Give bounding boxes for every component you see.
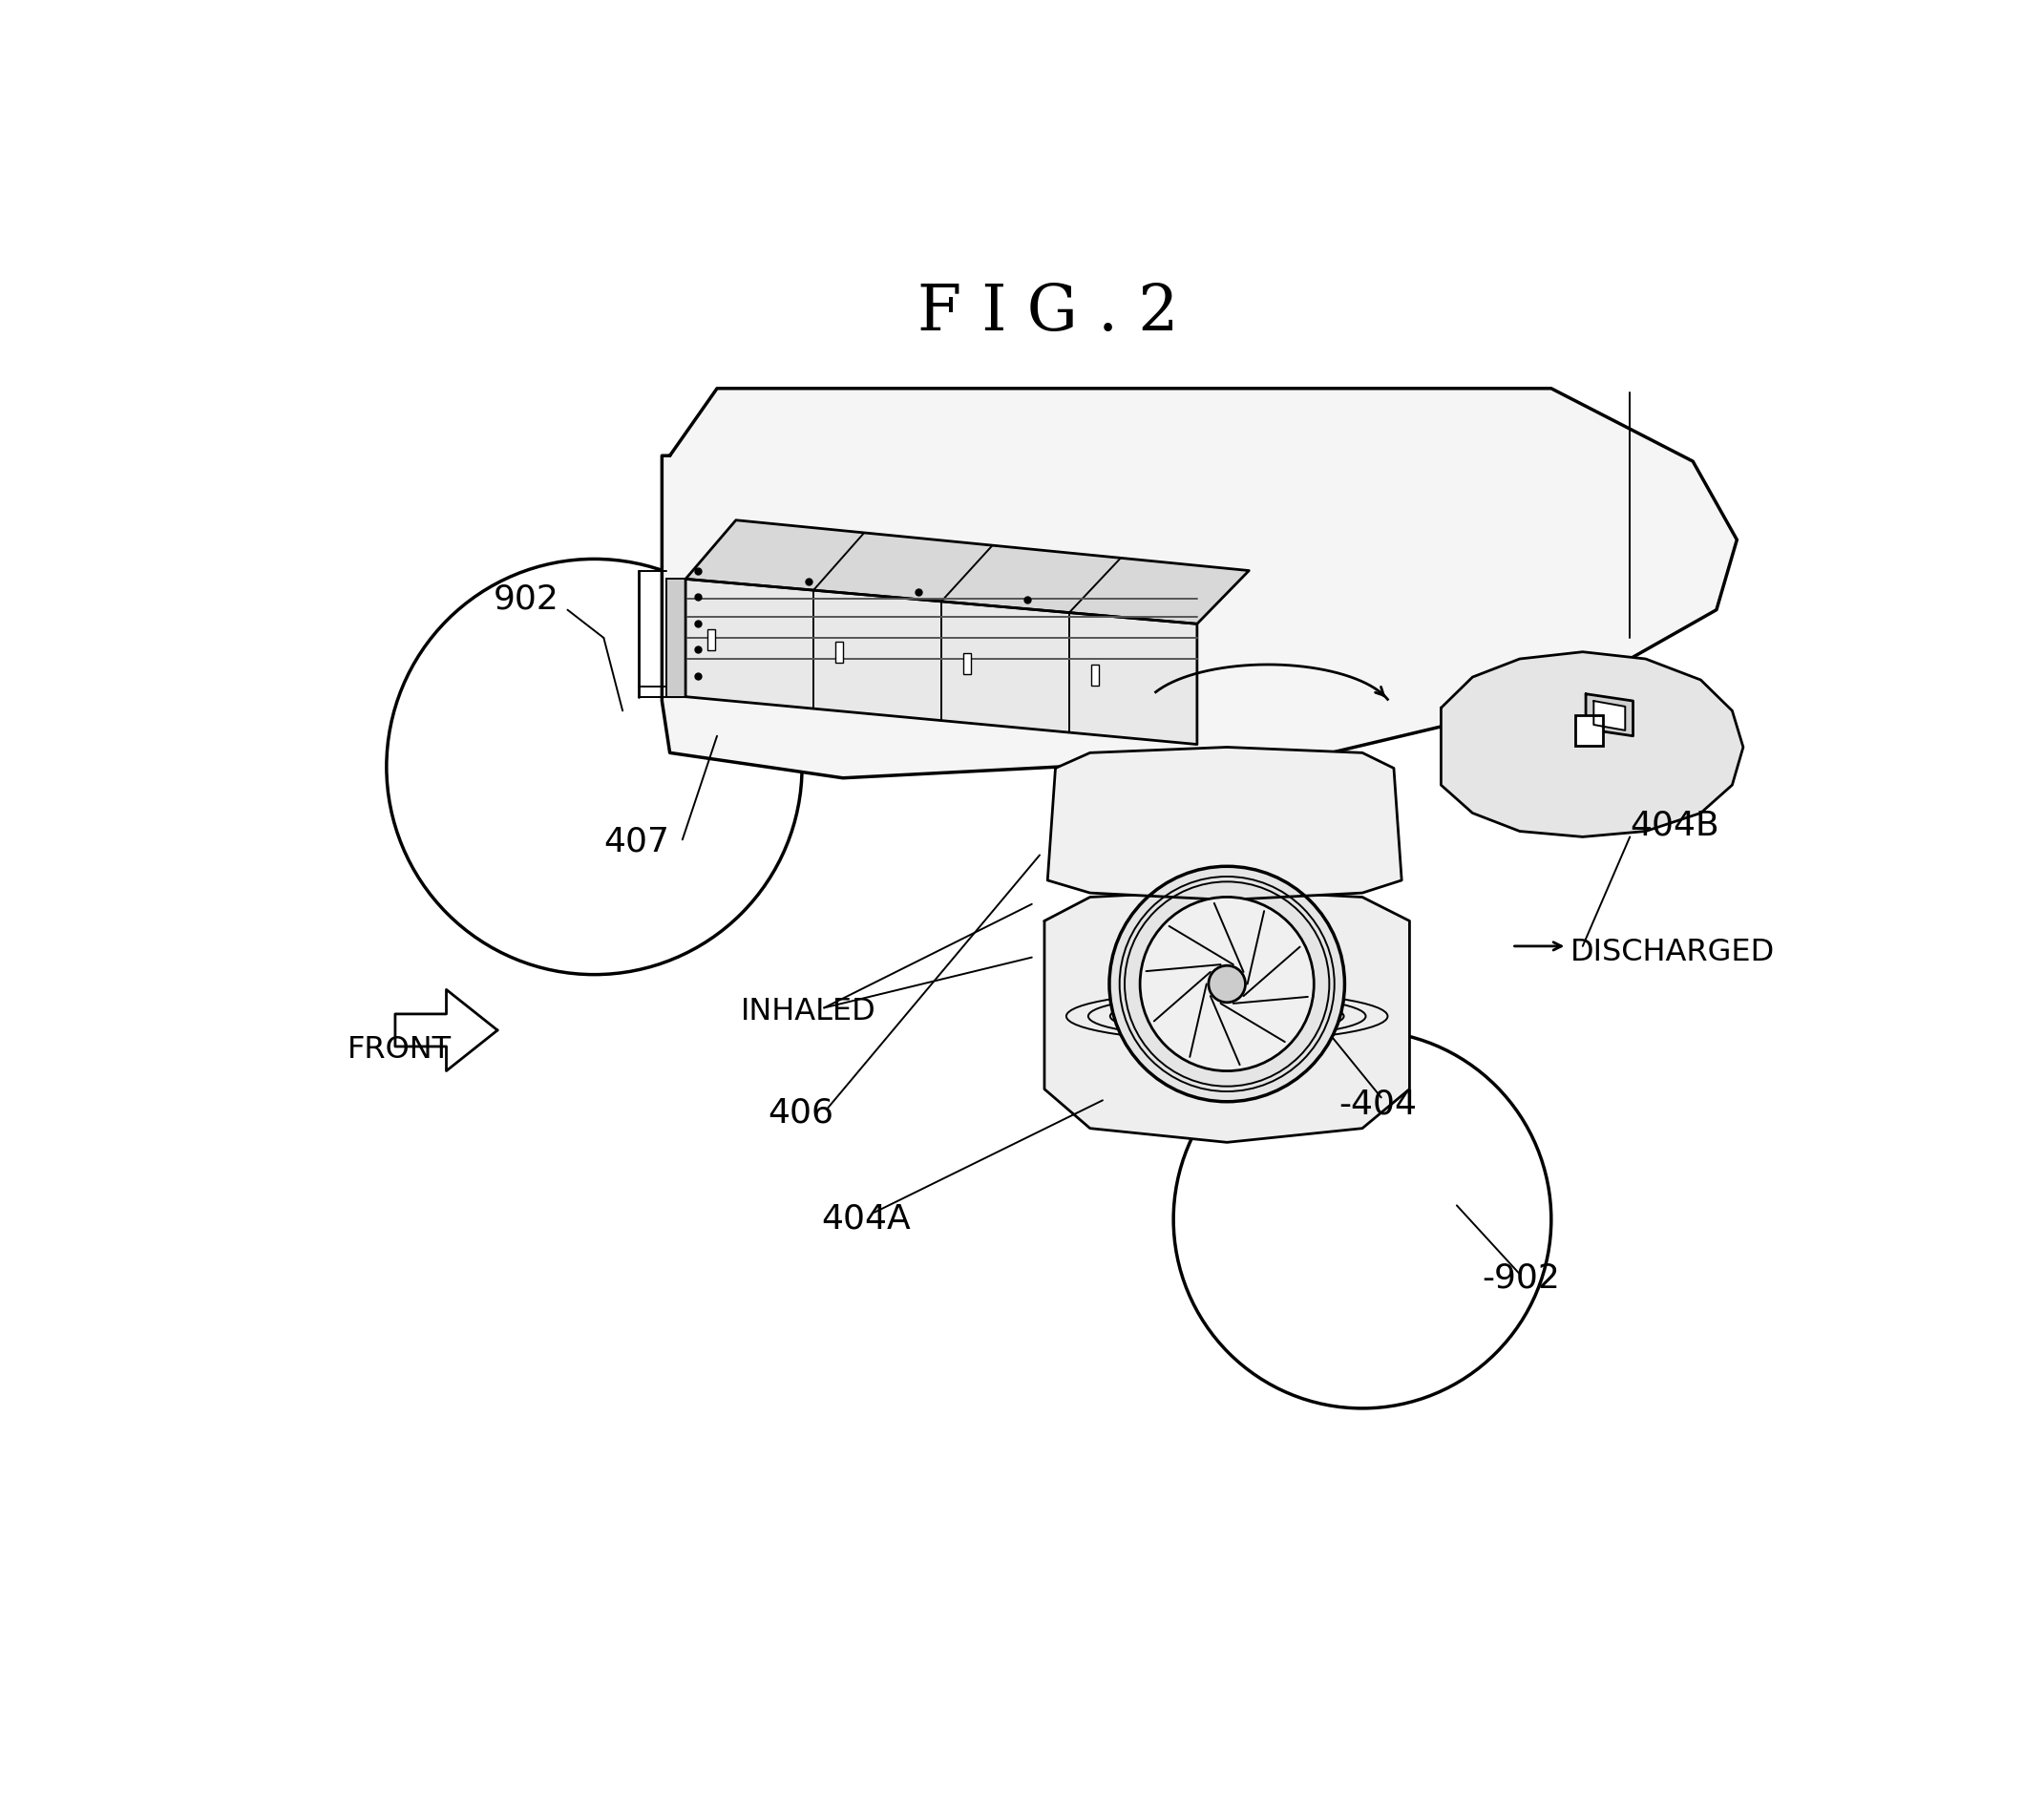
Polygon shape [394, 990, 497, 1071]
Circle shape [1110, 868, 1345, 1102]
Bar [1091, 666, 1100, 686]
Bar [836, 642, 842, 662]
Polygon shape [666, 580, 685, 697]
Polygon shape [1586, 695, 1633, 737]
Text: -404: -404 [1339, 1088, 1416, 1121]
Bar [707, 629, 715, 651]
Circle shape [1173, 1031, 1551, 1408]
Polygon shape [1047, 748, 1402, 900]
Circle shape [386, 560, 801, 975]
Bar [1574, 715, 1602, 746]
Polygon shape [662, 389, 1737, 779]
Circle shape [1141, 897, 1314, 1071]
Polygon shape [685, 520, 1249, 624]
Text: 406: 406 [766, 1095, 834, 1128]
Text: 404A: 404A [822, 1202, 910, 1235]
Text: 407: 407 [603, 826, 670, 859]
Text: F I G . 2: F I G . 2 [918, 282, 1177, 344]
Circle shape [1208, 966, 1245, 1002]
Polygon shape [1441, 653, 1744, 837]
Text: FRONT: FRONT [347, 1033, 452, 1064]
Text: DISCHARGED: DISCHARGED [1570, 937, 1774, 968]
Text: 902: 902 [493, 584, 560, 615]
Bar [963, 653, 971, 675]
Polygon shape [1044, 891, 1410, 1142]
Text: INHALED: INHALED [740, 997, 877, 1026]
Polygon shape [685, 580, 1198, 746]
Polygon shape [1594, 702, 1625, 731]
Text: -902: -902 [1482, 1261, 1560, 1293]
Text: 404B: 404B [1629, 808, 1719, 840]
